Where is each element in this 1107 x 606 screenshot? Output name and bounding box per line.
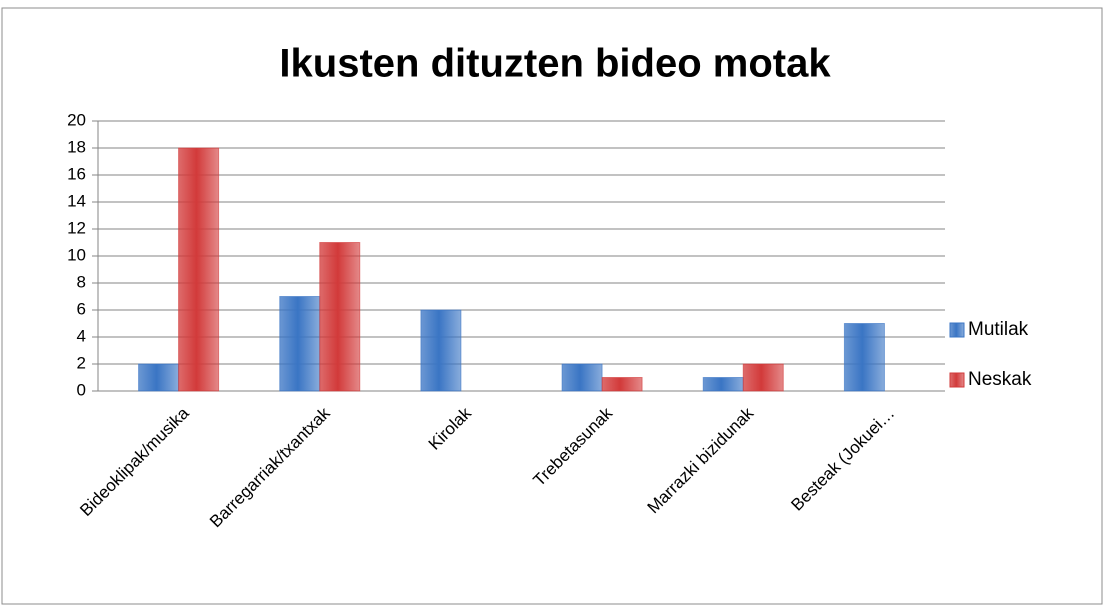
y-tick-label: 10 xyxy=(67,245,86,264)
y-tick-label: 12 xyxy=(67,218,86,237)
bar xyxy=(601,377,643,392)
legend-swatch xyxy=(949,322,965,338)
bar xyxy=(178,147,220,392)
y-tick-label: 6 xyxy=(77,299,86,318)
chart-border xyxy=(1,7,1103,605)
bar xyxy=(138,363,180,392)
y-tick-label: 18 xyxy=(67,137,86,156)
y-tick-label: 14 xyxy=(67,191,86,210)
chart-title: Ikusten dituzten bideo motak xyxy=(279,42,831,86)
bar xyxy=(420,309,462,392)
bar xyxy=(742,363,784,392)
y-tick-label: 4 xyxy=(77,326,86,345)
y-tick-label: 0 xyxy=(77,380,86,399)
legend-label: Mutilak xyxy=(968,319,1029,340)
y-tick-label: 16 xyxy=(67,164,86,183)
bar xyxy=(319,242,361,392)
legend-label: Neskak xyxy=(968,369,1032,390)
bar xyxy=(561,363,603,392)
bar xyxy=(702,377,744,392)
bar xyxy=(279,296,321,392)
y-tick-label: 20 xyxy=(67,110,86,129)
bar xyxy=(843,323,885,392)
y-tick-label: 2 xyxy=(77,353,86,372)
legend-swatch xyxy=(949,372,965,388)
y-tick-label: 8 xyxy=(77,272,86,291)
